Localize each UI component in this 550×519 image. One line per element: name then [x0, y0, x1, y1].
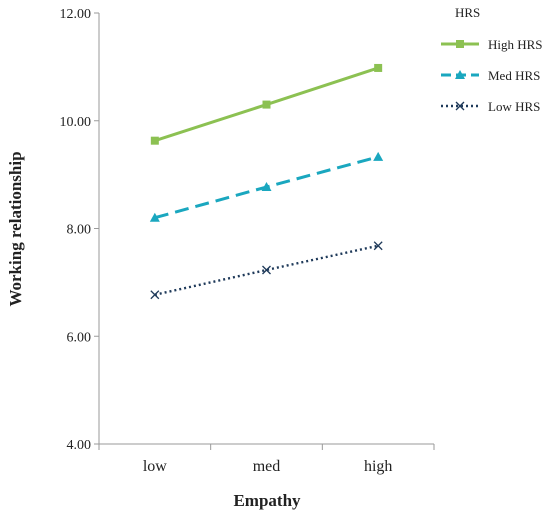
- x-tick-group: low med high: [98, 444, 435, 475]
- x-tick-label: med: [253, 458, 281, 475]
- data-point: [373, 241, 383, 251]
- legend-label: Med HRS: [488, 68, 540, 83]
- data-point: [262, 265, 271, 275]
- data-point: [150, 290, 160, 300]
- data-point: [262, 100, 271, 109]
- data-point: [149, 212, 160, 222]
- legend-swatch-marker: [456, 40, 464, 48]
- y-tick-label: 4.00: [67, 438, 92, 453]
- series-1: [149, 151, 384, 222]
- legend-swatch-marker: [455, 70, 465, 79]
- x-tick-label: low: [143, 458, 167, 475]
- data-point: [261, 182, 272, 192]
- y-tick-label: 6.00: [67, 330, 92, 345]
- x-tick-label: high: [364, 458, 392, 475]
- series-group: [149, 63, 384, 300]
- legend: High HRS Med HRS Low HRS: [441, 37, 543, 114]
- data-point: [374, 63, 383, 72]
- legend-item: Med HRS: [441, 68, 540, 83]
- legend-swatch-marker: [455, 101, 465, 111]
- x-axis-label: Empathy: [233, 491, 301, 510]
- series-2: [150, 241, 383, 300]
- y-axis-label: Working relationship: [6, 151, 25, 306]
- y-tick-label: 12.00: [60, 7, 92, 22]
- legend-item: High HRS: [441, 37, 543, 52]
- y-tick-label: 8.00: [67, 223, 92, 238]
- data-point: [373, 151, 384, 161]
- legend-title: HRS: [455, 5, 480, 20]
- legend-label: Low HRS: [488, 99, 540, 114]
- y-tick-group: 4.00 6.00 8.00 10.00 12.00: [60, 7, 99, 453]
- legend-label: High HRS: [488, 37, 543, 52]
- series-line: [154, 244, 379, 296]
- series-0: [150, 63, 383, 145]
- legend-item: Low HRS: [441, 99, 540, 114]
- y-tick-label: 10.00: [60, 115, 92, 130]
- data-point: [150, 136, 159, 145]
